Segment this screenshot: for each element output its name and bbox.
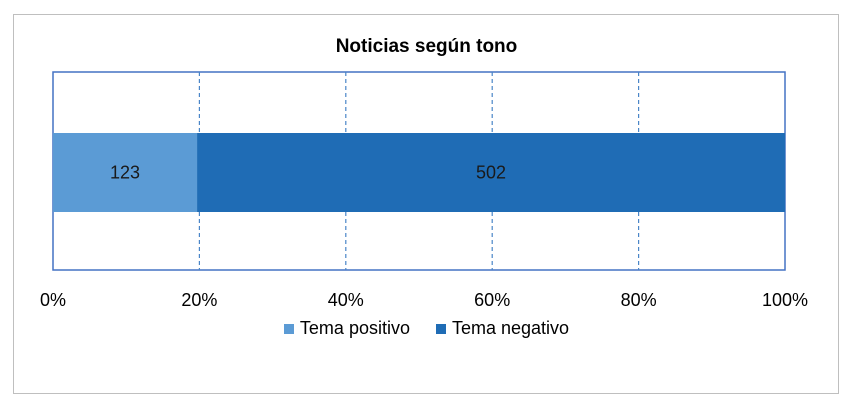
x-tick-label: 60%: [474, 290, 510, 310]
data-label: 123: [110, 163, 140, 183]
chart-title: Noticias según tono: [335, 36, 518, 57]
legend-label-positive: Tema positivo: [299, 318, 410, 338]
x-tick-label: 40%: [328, 290, 364, 310]
legend-swatch-negative: [435, 323, 446, 334]
legend-item-negative: Tema negativo: [435, 318, 570, 339]
x-tick-label: 20%: [181, 290, 217, 310]
bar-segment: [197, 133, 785, 212]
legend-label-negative: Tema negativo: [451, 318, 570, 338]
legend-item-positive: Tema positivo: [283, 318, 410, 339]
x-tick-label: 80%: [621, 290, 657, 310]
x-tick-label: 100%: [762, 290, 808, 310]
data-label: 502: [476, 163, 506, 183]
legend-swatch-positive: [283, 323, 294, 334]
bar-segment: [53, 133, 198, 212]
x-tick-label: 0%: [40, 290, 66, 310]
legend: Tema positivo Tema negativo: [0, 318, 853, 339]
